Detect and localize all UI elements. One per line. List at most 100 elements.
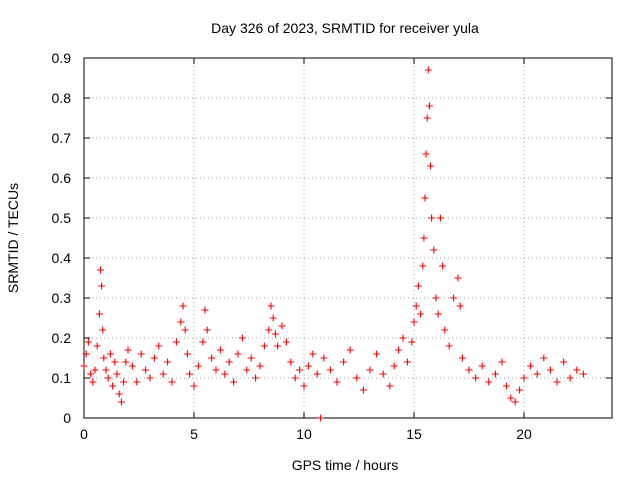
data-point [137, 350, 145, 358]
y-tick-label: 0.9 [52, 50, 72, 66]
data-point [533, 370, 541, 378]
data-point [373, 350, 381, 358]
data-point [309, 350, 317, 358]
data-point [243, 366, 251, 374]
grid [84, 58, 612, 418]
data-point [573, 366, 581, 374]
data-point [201, 306, 209, 314]
data-point [142, 366, 150, 374]
data-point [511, 398, 519, 406]
data-points [80, 66, 587, 422]
data-point [252, 374, 260, 382]
data-point [507, 394, 515, 402]
data-point [190, 382, 198, 390]
x-tick-label: 5 [190, 426, 198, 442]
data-point [256, 362, 264, 370]
data-point [95, 310, 103, 318]
data-point [146, 374, 154, 382]
data-point [124, 346, 132, 354]
data-point [100, 354, 108, 362]
data-point [238, 334, 246, 342]
data-point [560, 358, 568, 366]
data-point [441, 326, 449, 334]
data-point [216, 346, 224, 354]
data-point [408, 338, 416, 346]
data-point [265, 326, 273, 334]
data-point [97, 266, 104, 274]
data-point [164, 358, 172, 366]
data-point [579, 370, 587, 378]
data-point [410, 318, 418, 326]
data-point [313, 370, 321, 378]
data-point [87, 370, 95, 378]
data-point [291, 374, 299, 382]
data-point [412, 302, 420, 310]
data-point [104, 374, 112, 382]
data-point [417, 310, 425, 318]
data-point [366, 366, 374, 374]
x-tick-label: 20 [516, 426, 532, 442]
plot-frame [83, 57, 613, 419]
y-tick-label: 0.3 [52, 290, 72, 306]
data-point [177, 318, 185, 326]
data-point [359, 386, 367, 394]
data-point [434, 310, 442, 318]
data-point [128, 362, 136, 370]
data-point [566, 374, 574, 382]
data-point [427, 162, 434, 170]
data-point [386, 382, 394, 390]
data-point [502, 382, 510, 390]
data-point [102, 366, 110, 374]
data-point [208, 354, 216, 362]
data-point [379, 370, 387, 378]
data-point [527, 362, 535, 370]
data-point [159, 370, 167, 378]
x-tick-label: 10 [296, 426, 312, 442]
data-point [203, 326, 211, 334]
data-point [278, 322, 286, 330]
x-tick-label: 0 [80, 426, 88, 442]
data-point [403, 358, 411, 366]
data-point [399, 334, 407, 342]
data-point [485, 378, 493, 386]
y-tick-label: 0 [63, 410, 71, 426]
y-tick-label: 0.8 [52, 90, 72, 106]
data-point [317, 414, 324, 422]
data-point [234, 350, 242, 358]
data-point [390, 362, 398, 370]
data-point [181, 326, 189, 334]
data-point [516, 386, 524, 394]
data-point [117, 398, 125, 406]
data-point [450, 294, 458, 302]
data-point [212, 366, 220, 374]
data-point [424, 66, 432, 74]
data-point [84, 338, 92, 346]
data-point [172, 338, 180, 346]
data-point [113, 370, 121, 378]
data-point [553, 378, 561, 386]
data-point [111, 358, 119, 366]
data-point [422, 150, 430, 158]
data-point [269, 314, 277, 322]
data-point [274, 342, 282, 350]
data-point [428, 214, 436, 222]
y-tick-label: 0.2 [52, 330, 72, 346]
data-point [304, 362, 312, 370]
data-point [432, 294, 440, 302]
data-point [472, 374, 480, 382]
data-point [421, 194, 429, 202]
data-point [326, 366, 334, 374]
data-point [267, 302, 275, 310]
y-tick-label: 0.7 [52, 130, 72, 146]
axis-ticks: 0 5 10 15 20 0 0.1 0.2 0.3 0.4 0.5 0.6 0.7 0.8 0.9 [52, 50, 612, 442]
data-point [454, 274, 462, 282]
data-point [478, 362, 486, 370]
data-point [122, 358, 130, 366]
data-point [296, 366, 304, 374]
data-point [179, 302, 187, 310]
data-point [456, 302, 464, 310]
chart-title: Day 326 of 2023, SRMTID for receiver yul… [211, 20, 479, 36]
data-point [414, 282, 422, 290]
